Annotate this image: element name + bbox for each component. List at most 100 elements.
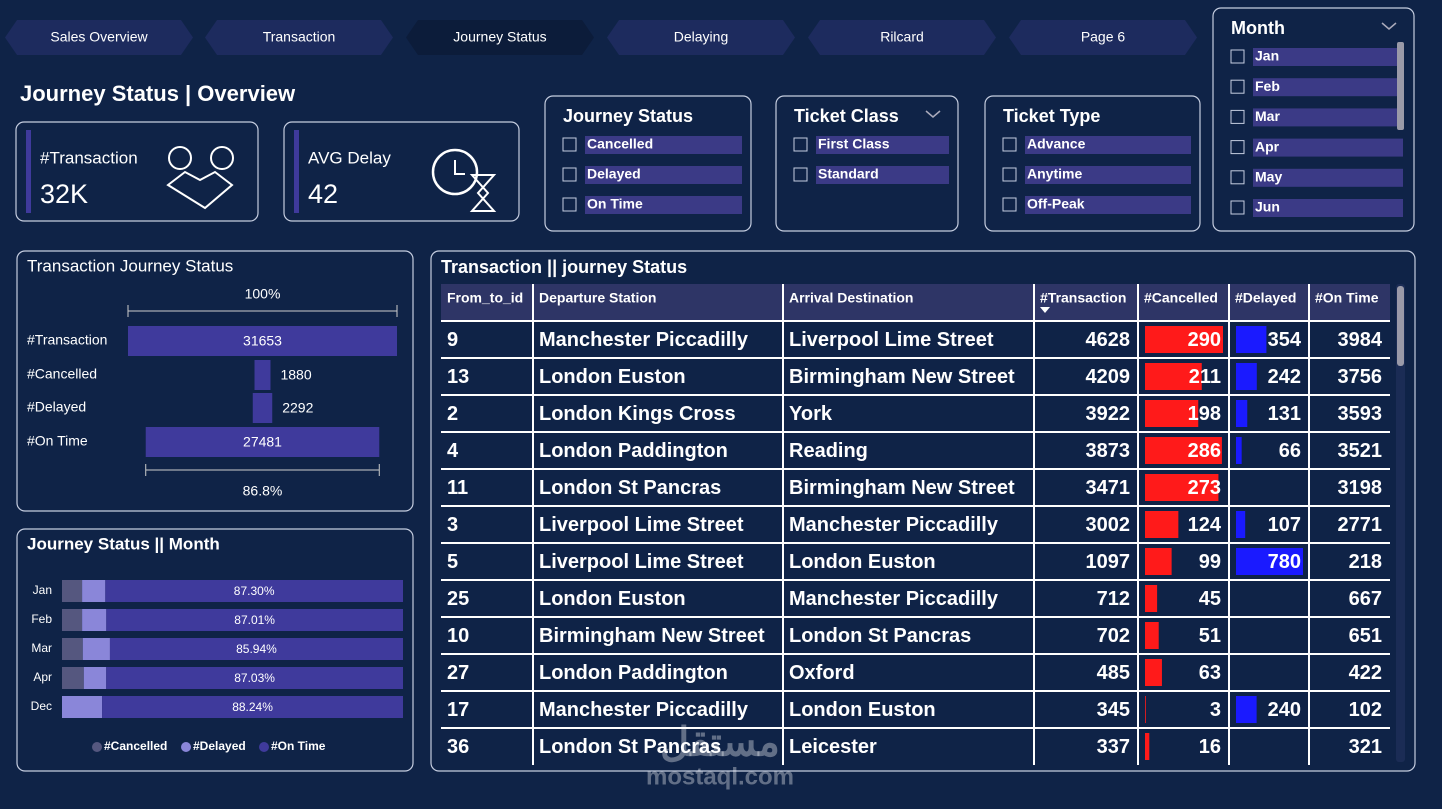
chart-title: Journey Status || Month	[27, 534, 220, 553]
column-header[interactable]: Departure Station	[539, 290, 656, 306]
data-bar	[1145, 326, 1223, 353]
slicer-title: Month	[1231, 18, 1285, 38]
stacked-segment	[109, 638, 403, 660]
legend-swatch	[181, 742, 191, 752]
table-cell: 3471	[1086, 477, 1131, 499]
scrollbar-thumb[interactable]	[1397, 286, 1404, 366]
nav-tab[interactable]	[205, 20, 393, 55]
dropdown-chevron[interactable]	[925, 110, 941, 118]
scrollbar	[1397, 42, 1404, 130]
checkbox[interactable]	[1002, 167, 1017, 182]
data-bar	[1145, 733, 1150, 760]
checkbox[interactable]	[793, 167, 808, 182]
slicer-item[interactable]: Feb	[1255, 78, 1280, 94]
slicer-item[interactable]: First Class	[818, 136, 890, 152]
checkbox[interactable]	[1230, 49, 1245, 64]
checkbox[interactable]	[562, 137, 577, 152]
table-cell: 124	[1188, 514, 1222, 536]
column-header[interactable]: #On Time	[1315, 290, 1379, 306]
checkbox[interactable]	[1002, 137, 1017, 152]
checkbox[interactable]	[1230, 200, 1245, 215]
nav-tab[interactable]	[1009, 20, 1197, 55]
data-bar	[1145, 400, 1199, 427]
table-cell: Leicester	[789, 736, 877, 758]
table-cell: 667	[1349, 588, 1382, 610]
checkbox[interactable]	[1002, 197, 1017, 212]
checkbox[interactable]	[562, 197, 577, 212]
checkbox[interactable]	[1230, 140, 1245, 155]
nav-tab-label[interactable]: Sales Overview	[50, 29, 148, 45]
legend-label: #Delayed	[193, 739, 246, 753]
slicer-item[interactable]: Off-Peak	[1027, 196, 1085, 212]
nav-tab-label[interactable]: Page 6	[1081, 29, 1126, 45]
funnel-top-label: 100%	[245, 286, 281, 302]
slicer-item-bg	[585, 136, 742, 154]
column-header[interactable]: Arrival Destination	[789, 290, 913, 306]
funnel-category: #Cancelled	[27, 366, 97, 382]
slicer-title: Journey Status	[563, 106, 693, 126]
checkbox[interactable]	[1230, 79, 1245, 94]
data-label: 87.01%	[234, 613, 275, 627]
slicer-item[interactable]: Advance	[1027, 136, 1086, 152]
slicer-item[interactable]: Standard	[818, 166, 879, 182]
nav-tab-label[interactable]: Transaction	[263, 29, 336, 45]
table-cell: 107	[1268, 514, 1301, 536]
slicer-item[interactable]: May	[1255, 169, 1282, 185]
nav-tab[interactable]	[808, 20, 996, 55]
data-bar	[1145, 511, 1179, 538]
nav-tab[interactable]	[5, 20, 193, 55]
slicer-item[interactable]: Delayed	[587, 166, 641, 182]
slicer-item[interactable]: Apr	[1255, 138, 1280, 154]
nav-tab[interactable]	[406, 20, 594, 55]
funnel-category: #Transaction	[27, 332, 107, 348]
nav-tab-label[interactable]: Rilcard	[880, 29, 924, 45]
column-header[interactable]: #Transaction	[1040, 290, 1126, 306]
kpi-card	[283, 121, 520, 222]
table-cell: 4	[447, 440, 459, 462]
table-cell: 99	[1199, 551, 1221, 573]
stacked-segment	[62, 609, 83, 631]
checkbox[interactable]	[562, 167, 577, 182]
table-cell: 4209	[1086, 366, 1131, 388]
column-header[interactable]: #Delayed	[1235, 290, 1296, 306]
slicer-item[interactable]: Mar	[1255, 108, 1280, 124]
slicer-item[interactable]: Jan	[1255, 48, 1279, 64]
table-cell: 354	[1268, 329, 1302, 351]
nav-tab[interactable]	[607, 20, 795, 55]
table-cell: London St Pancras	[539, 477, 721, 499]
slicer-item-bg	[1025, 196, 1191, 214]
column-header[interactable]: #Cancelled	[1144, 290, 1218, 306]
table-cell: 4628	[1086, 329, 1131, 351]
slicer-item[interactable]: Jun	[1255, 199, 1280, 215]
table-cell: London St Pancras	[789, 625, 971, 647]
data-label: 88.24%	[232, 700, 273, 714]
data-label: 85.94%	[236, 642, 277, 656]
table-cell: London Paddington	[539, 440, 728, 462]
stacked-segment	[62, 667, 84, 689]
data-bar	[1236, 511, 1246, 538]
slicer-item-bg	[585, 196, 742, 214]
kpi-label: #Transaction	[40, 148, 138, 167]
data-bar	[1145, 363, 1202, 390]
nav-tab-label[interactable]: Delaying	[674, 29, 728, 45]
data-label: 87.03%	[234, 671, 275, 685]
slicer-item-bg	[1025, 166, 1191, 184]
slicer-item[interactable]: Cancelled	[587, 136, 653, 152]
stacked-segment	[105, 580, 403, 602]
column-header[interactable]: From_to_id	[447, 290, 523, 306]
checkbox[interactable]	[793, 137, 808, 152]
stacked-segment	[106, 667, 404, 689]
icon	[166, 170, 234, 210]
slicer-item[interactable]: On Time	[587, 196, 643, 212]
dropdown-chevron[interactable]	[1381, 22, 1397, 30]
funnel-bar	[145, 427, 380, 457]
table-cell: 242	[1268, 366, 1301, 388]
nav-tab-label[interactable]: Journey Status	[453, 29, 546, 45]
slicer-item[interactable]: Anytime	[1027, 166, 1082, 182]
data-bar	[1145, 585, 1158, 612]
page-title: Journey Status | Overview	[20, 81, 296, 106]
kpi-card	[15, 121, 259, 222]
checkbox[interactable]	[1230, 170, 1245, 185]
checkbox[interactable]	[1230, 109, 1245, 124]
funnel-value: 27481	[243, 434, 282, 450]
